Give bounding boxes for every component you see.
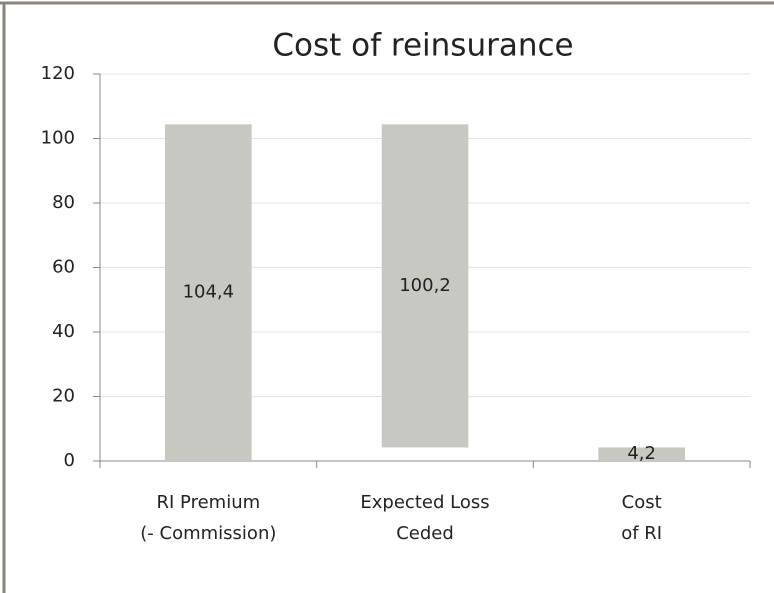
x-tick-label: Ceded <box>396 523 454 544</box>
y-tick-label: 60 <box>52 257 75 278</box>
y-tick-label: 100 <box>41 128 75 149</box>
y-tick-label: 0 <box>64 450 75 471</box>
value-label: 100,2 <box>399 275 451 296</box>
y-tick-label: 20 <box>52 386 75 407</box>
bar <box>165 124 252 461</box>
chart-title: Cost of reinsurance <box>272 28 573 64</box>
x-tick-label: (- Commission) <box>140 523 276 544</box>
x-tick-label: Cost <box>622 492 662 513</box>
x-tick-label: of RI <box>621 523 662 544</box>
y-tick-label: 80 <box>52 192 75 213</box>
x-tick-label: RI Premium <box>157 492 261 513</box>
bar <box>598 447 685 461</box>
bar <box>381 124 469 448</box>
y-tick-label: 40 <box>52 321 75 342</box>
value-label: 104,4 <box>183 282 235 303</box>
x-tick-label: Expected Loss <box>360 492 489 513</box>
y-tick-label: 120 <box>41 63 75 84</box>
value-label: 4,2 <box>627 443 656 464</box>
